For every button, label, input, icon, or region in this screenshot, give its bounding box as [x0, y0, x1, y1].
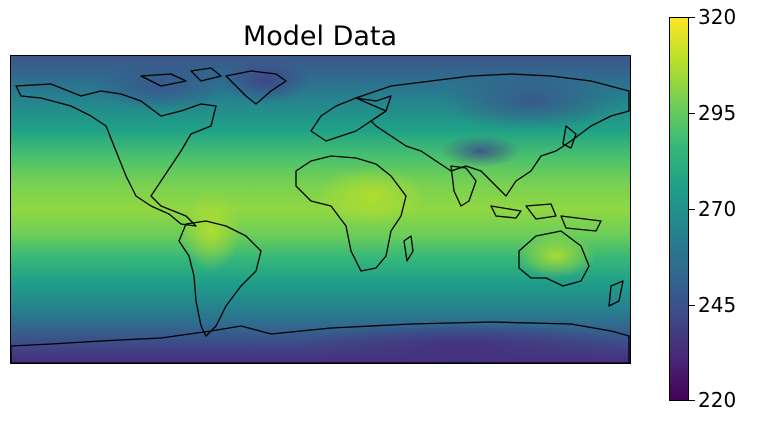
colorbar-tick-label: 270	[698, 197, 737, 221]
colorbar-tick-label: 295	[698, 101, 737, 125]
colorbar-tick	[689, 113, 695, 114]
colorbar-tick	[689, 17, 695, 18]
colorbar-tick	[689, 209, 695, 210]
colorbar-tick	[689, 305, 695, 306]
colorbar-tick-label: 245	[698, 293, 737, 317]
map-title: Model Data	[242, 21, 398, 52]
colorbar-tick-label: 220	[698, 388, 737, 412]
colorbar	[669, 17, 689, 401]
colorbar-tick-label: 320	[698, 5, 737, 29]
world-map-canvas	[11, 56, 630, 363]
world-map	[10, 55, 631, 364]
colorbar-tick	[689, 400, 695, 401]
